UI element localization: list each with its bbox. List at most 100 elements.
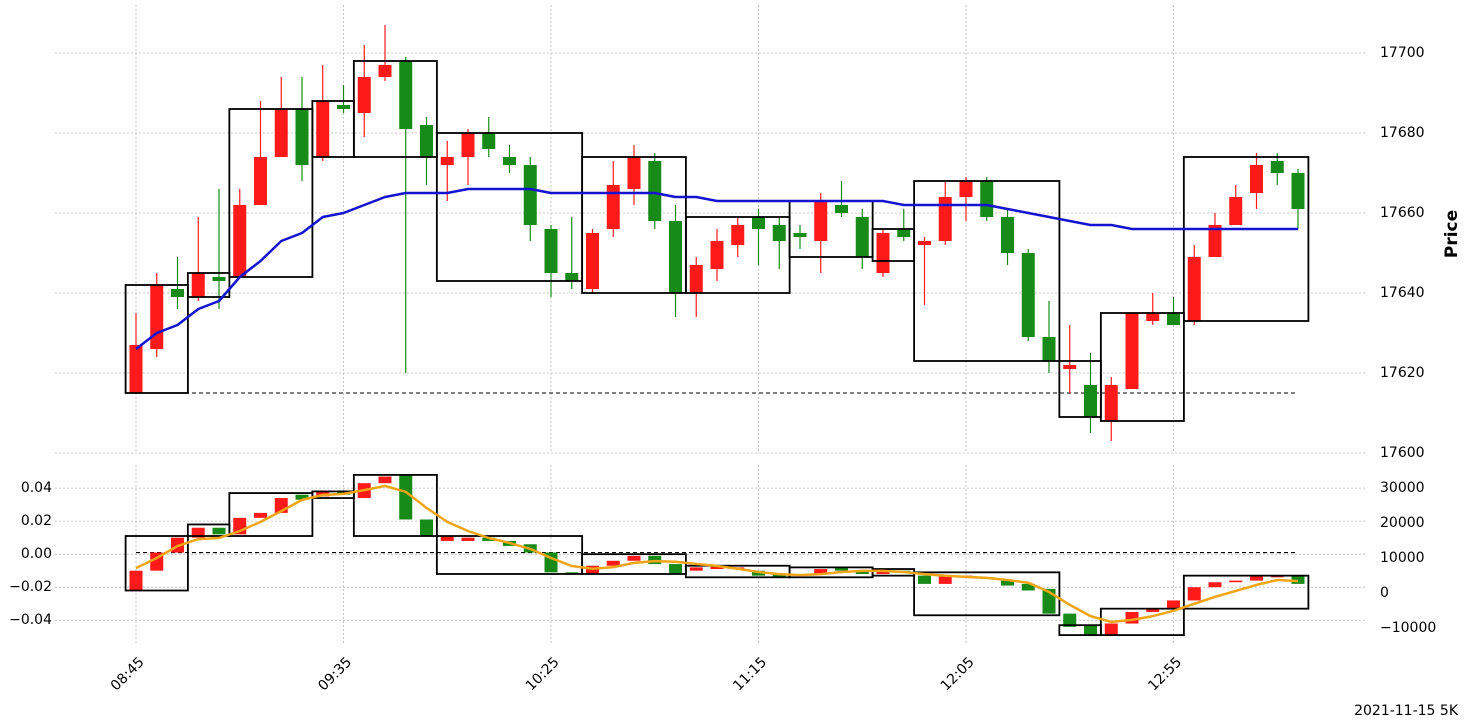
y-tick-label: 0.04 (21, 480, 52, 496)
candle-body (669, 564, 682, 574)
y2-tick-label: 10000 (1380, 550, 1425, 566)
candle-body (129, 345, 143, 393)
candle-body (1125, 313, 1139, 389)
y-tick-label: 17680 (1380, 125, 1425, 141)
candle-body (1063, 365, 1077, 369)
candle-body (1001, 580, 1014, 586)
x-tick-label: 12:05 (938, 654, 978, 694)
candle-body (420, 519, 433, 537)
range-box (913, 571, 1061, 617)
candle-body (1291, 575, 1305, 584)
candle-body (191, 527, 205, 538)
range-box (1182, 574, 1310, 610)
candle-body (482, 537, 496, 541)
candle-body (876, 233, 890, 273)
x-tick-label: 08:45 (108, 654, 148, 694)
candle-body (855, 217, 869, 257)
candle-body (1146, 608, 1160, 612)
candle-body (980, 181, 994, 217)
candle-body (565, 273, 579, 281)
range-box (1099, 312, 1185, 422)
candle-body (918, 241, 931, 245)
candle-body (212, 277, 226, 281)
candle-body (482, 133, 496, 149)
candle-body (544, 229, 558, 273)
candle-body (1187, 587, 1201, 601)
y-axis-title: Price (1442, 210, 1462, 258)
candle-body (233, 205, 247, 277)
candle-body (212, 527, 226, 535)
range-box (124, 284, 189, 394)
candle-body (1167, 313, 1180, 325)
candle-body (1001, 217, 1014, 253)
candle-body (1270, 161, 1284, 173)
candle-body (959, 181, 973, 197)
range-box (124, 535, 189, 592)
candle-body (586, 233, 599, 289)
candle-body (1167, 600, 1180, 609)
candle-body (503, 157, 516, 165)
candle-body (254, 512, 267, 518)
x-tick-label: 12:55 (1145, 654, 1185, 694)
candle-body (710, 241, 724, 269)
candle-body (752, 217, 765, 229)
y2-tick-label: 0 (1380, 585, 1389, 601)
candle-body (1042, 337, 1056, 361)
candle-body (378, 65, 392, 77)
candle-body (461, 133, 475, 157)
candle-body (814, 569, 828, 574)
candle-body (772, 573, 786, 578)
y-tick-label: 0.02 (21, 513, 52, 529)
candle-body (1104, 623, 1118, 636)
candle-body (1250, 165, 1263, 193)
candle-body (606, 185, 620, 229)
y-tick-label: 17620 (1380, 365, 1425, 381)
y-tick-label: 17640 (1380, 285, 1425, 301)
candle-body (835, 567, 848, 571)
y2-tick-label: 30000 (1380, 480, 1425, 496)
range-box (352, 474, 438, 537)
candle-body (669, 221, 682, 293)
candle-body (1084, 625, 1097, 636)
candle-body (835, 205, 848, 213)
caption: 2021-11-15 5K (1354, 703, 1459, 719)
candle-body (1229, 197, 1243, 225)
y-tick-label: 0.00 (21, 546, 52, 562)
candle-body (793, 233, 807, 237)
candle-body (337, 105, 350, 109)
y-tick-label: −0.04 (9, 612, 52, 628)
y2-tick-label: −10000 (1380, 620, 1436, 636)
candle-body (1021, 253, 1035, 337)
range-box (913, 180, 1061, 362)
line-series (135, 187, 1298, 350)
candle-body (461, 537, 475, 541)
y-tick-label: 17660 (1380, 205, 1425, 221)
candle-body (523, 165, 537, 225)
candle-body (357, 77, 371, 113)
candle-body (1208, 582, 1222, 588)
candle-body (1208, 225, 1222, 257)
x-tick-label: 10:25 (523, 654, 563, 694)
y-tick-label: 17700 (1380, 45, 1425, 61)
candle-body (1021, 583, 1035, 591)
candle-body (295, 109, 309, 165)
candle-body (731, 225, 745, 245)
candle-body (627, 157, 641, 189)
candle-body (1104, 385, 1118, 421)
line-series (135, 484, 1299, 624)
candle-body (710, 565, 724, 570)
candle-body (1187, 257, 1201, 321)
y-tick-label: −0.02 (9, 579, 52, 595)
candle-body (274, 109, 288, 157)
candle-body (295, 494, 309, 500)
candle-body (1084, 385, 1097, 417)
y2-tick-label: 20000 (1380, 515, 1425, 531)
range-box (1182, 156, 1310, 322)
candle-body (918, 575, 931, 584)
candle-body (191, 273, 205, 297)
candle-body (150, 285, 164, 349)
candle-body (897, 229, 911, 237)
candle-body (814, 201, 828, 241)
candle-body (420, 125, 433, 157)
